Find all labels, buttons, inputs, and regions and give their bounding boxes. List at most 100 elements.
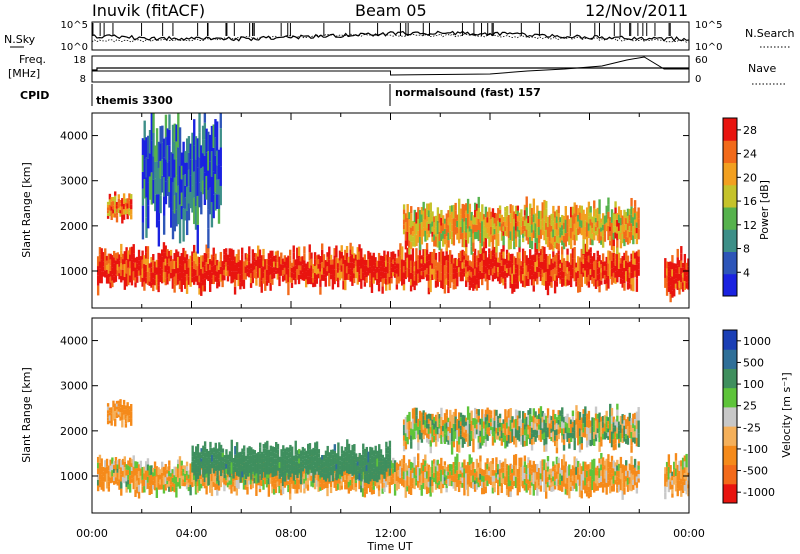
heatmap-cell bbox=[347, 274, 351, 281]
heatmap-cell bbox=[466, 255, 470, 261]
heatmap-cell bbox=[495, 239, 498, 253]
heatmap-cell bbox=[468, 231, 472, 238]
heatmap-cell bbox=[296, 247, 299, 259]
heatmap-cell bbox=[431, 473, 434, 480]
heatmap-cell bbox=[465, 417, 468, 422]
heatmap-cell bbox=[241, 460, 244, 466]
heatmap-cell bbox=[434, 273, 438, 281]
heatmap-cell bbox=[276, 443, 280, 450]
heatmap-cell bbox=[388, 440, 392, 448]
heatmap-cell bbox=[315, 264, 319, 275]
heatmap-cell bbox=[374, 454, 377, 464]
heatmap-cell bbox=[256, 256, 260, 268]
heatmap-cell bbox=[162, 252, 166, 263]
heatmap-cell bbox=[372, 265, 375, 272]
heatmap-cell bbox=[306, 478, 310, 485]
heatmap-cell bbox=[587, 486, 591, 493]
heatmap-cell bbox=[420, 255, 423, 260]
nave-label: Nave bbox=[748, 62, 776, 75]
heatmap-cell bbox=[379, 475, 383, 484]
heatmap-cell bbox=[486, 474, 489, 481]
heatmap-cell bbox=[454, 423, 457, 432]
heatmap-cell bbox=[461, 462, 464, 468]
heatmap-cell bbox=[178, 127, 182, 167]
heatmap-cell bbox=[367, 259, 370, 268]
heatmap-cell bbox=[264, 468, 267, 475]
heatmap-cell bbox=[568, 219, 571, 228]
heatmap-cell bbox=[434, 414, 438, 422]
heatmap-cell bbox=[272, 261, 276, 268]
heatmap-cell bbox=[184, 174, 187, 186]
heatmap-cell bbox=[468, 412, 472, 424]
heatmap-cell bbox=[580, 213, 583, 221]
heatmap-cell bbox=[545, 437, 548, 445]
heatmap-cell bbox=[543, 470, 546, 482]
heatmap-cell bbox=[466, 228, 470, 244]
heatmap-cell bbox=[278, 456, 281, 463]
heatmap-cell bbox=[388, 454, 392, 462]
heatmap-cell bbox=[271, 480, 274, 487]
heatmap-cell bbox=[201, 279, 205, 286]
heatmap-cell bbox=[475, 477, 479, 484]
heatmap-cell bbox=[530, 255, 534, 266]
heatmap-cell bbox=[166, 128, 169, 146]
heatmap-cell bbox=[227, 459, 230, 465]
heatmap-cell bbox=[589, 247, 592, 253]
heatmap-cell bbox=[176, 464, 180, 469]
heatmap-cell bbox=[404, 222, 408, 232]
heatmap-cell bbox=[566, 260, 569, 268]
heatmap-cell bbox=[452, 417, 456, 424]
heatmap-cell bbox=[614, 232, 617, 239]
heatmap-cell bbox=[392, 463, 395, 469]
heatmap-cell bbox=[621, 438, 624, 444]
heatmap-cell bbox=[185, 267, 189, 275]
heatmap-cell bbox=[493, 218, 496, 224]
heatmap-cell bbox=[457, 272, 461, 277]
heatmap-cell bbox=[498, 273, 502, 284]
heatmap-cell bbox=[288, 271, 292, 278]
heatmap-cell bbox=[218, 451, 221, 462]
heatmap-cell bbox=[534, 223, 537, 233]
heatmap-cell bbox=[587, 201, 591, 209]
heatmap-cell bbox=[121, 470, 125, 477]
heatmap-cell bbox=[593, 232, 596, 241]
heatmap-cell bbox=[617, 222, 621, 231]
heatmap-cell bbox=[150, 267, 153, 273]
heatmap-cell bbox=[575, 483, 578, 492]
heatmap-cell bbox=[182, 208, 185, 242]
heatmap-cell bbox=[514, 238, 518, 247]
heatmap-cell bbox=[152, 254, 155, 261]
heatmap-cell bbox=[472, 242, 475, 252]
heatmap-cell bbox=[671, 290, 674, 298]
heatmap-cell bbox=[513, 419, 516, 428]
heatmap-cell bbox=[397, 482, 400, 489]
heatmap-cell bbox=[148, 267, 151, 273]
heatmap-cell bbox=[555, 236, 559, 243]
heatmap-cell bbox=[632, 217, 635, 227]
heatmap-cell bbox=[463, 204, 466, 214]
heatmap-cell bbox=[184, 263, 187, 270]
heatmap-cell bbox=[436, 471, 439, 477]
heatmap-cell bbox=[598, 279, 601, 287]
heatmap-cell bbox=[303, 461, 306, 466]
heatmap-cell bbox=[288, 255, 292, 261]
heatmap-cell bbox=[497, 427, 500, 432]
heatmap-cell bbox=[633, 270, 637, 277]
heatmap-cell bbox=[498, 209, 502, 214]
heatmap-cell bbox=[166, 263, 169, 271]
heatmap-cell bbox=[459, 220, 463, 227]
heatmap-cell bbox=[227, 454, 230, 460]
heatmap-cell bbox=[577, 479, 580, 486]
heatmap-cell bbox=[275, 464, 278, 471]
heatmap-cell bbox=[369, 446, 372, 459]
heatmap-cell bbox=[203, 265, 207, 273]
heatmap-cell bbox=[577, 422, 580, 434]
heatmap-cell bbox=[310, 252, 313, 259]
heatmap-cell bbox=[317, 449, 321, 454]
heatmap-cell bbox=[486, 227, 489, 234]
heatmap-cell bbox=[102, 256, 105, 262]
heatmap-cell bbox=[532, 422, 536, 430]
heatmap-cell bbox=[274, 479, 278, 484]
heatmap-cell bbox=[340, 265, 343, 272]
heatmap-cell bbox=[605, 432, 608, 439]
